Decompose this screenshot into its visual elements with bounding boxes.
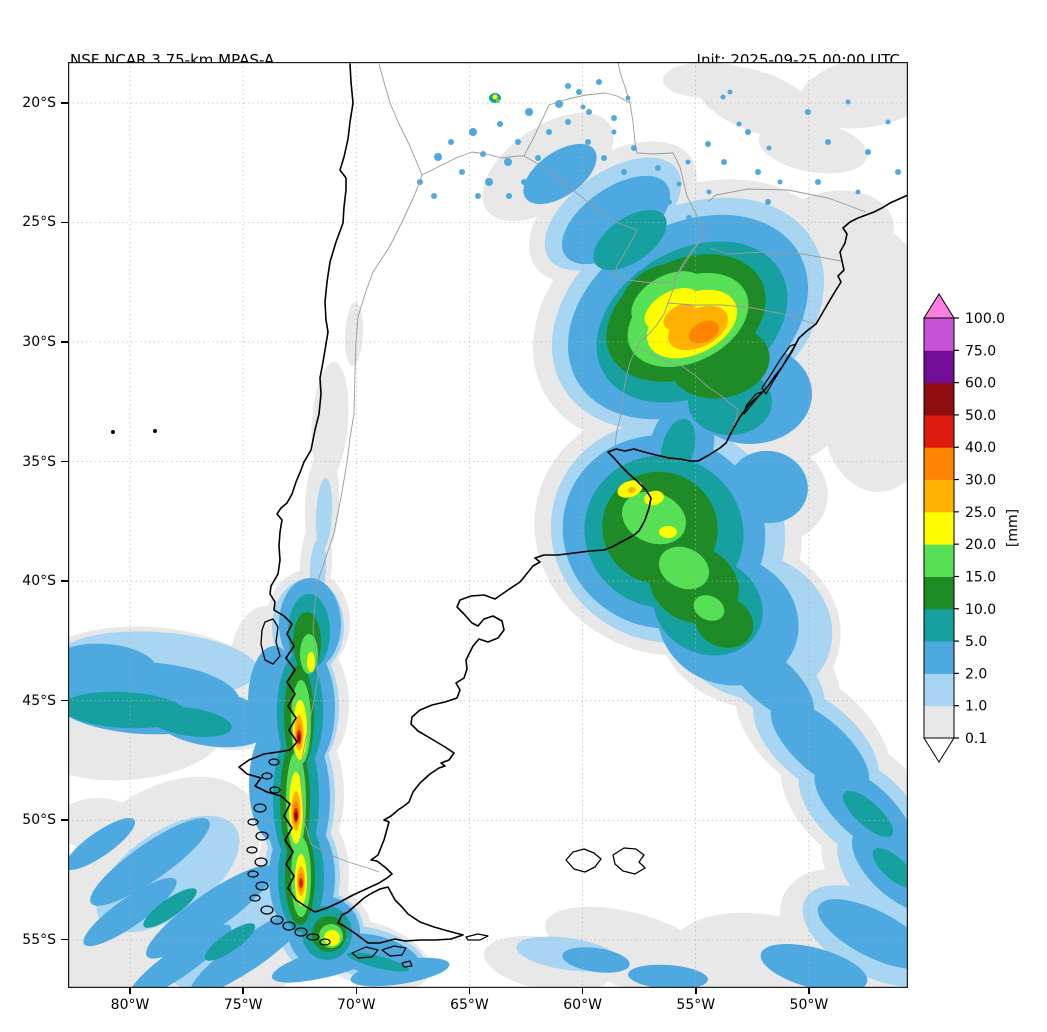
- x-tick-label: 75°W: [223, 997, 263, 1013]
- coastline-lagoa-dos-patos: [761, 343, 797, 395]
- y-tick-label: 55°S: [22, 931, 56, 948]
- x-tick-mark: [242, 988, 244, 994]
- colorbar-segment: [924, 318, 954, 351]
- map-frame: [68, 62, 908, 988]
- y-tick-mark: [61, 938, 68, 941]
- colorbar-tick-label: 5.0: [965, 634, 987, 650]
- y-tick-label: 35°S: [22, 453, 56, 470]
- y-tick-mark: [61, 341, 68, 343]
- colorbar-segment: [924, 576, 954, 610]
- colorbar-tick-label: 50.0: [965, 408, 996, 424]
- colorbar-segment: [924, 641, 954, 674]
- coastline-cape-horn: [401, 960, 413, 968]
- coastline-fjord-islets: [246, 758, 331, 946]
- country-borders: [299, 62, 867, 873]
- colorbar-segment: [924, 544, 954, 577]
- x-tick-mark: [581, 988, 584, 994]
- y-tick-mark: [61, 580, 68, 582]
- coastline-isla-estados: [465, 933, 489, 941]
- graticule: [68, 62, 908, 988]
- colorbar-segment: [924, 382, 954, 416]
- coastline-navarino: [381, 945, 407, 957]
- colorbar-tick-label: 100.0: [965, 311, 1005, 327]
- x-tick-mark: [468, 988, 471, 994]
- colorbar-tick-label: 20.0: [965, 537, 996, 553]
- colorbar-tick-label: 30.0: [965, 473, 996, 489]
- colorbar-tick-label: 2.0: [965, 666, 987, 682]
- x-tick-mark: [355, 988, 358, 994]
- colorbar-segment: [924, 479, 954, 513]
- y-tick-label: 20°S: [22, 94, 56, 111]
- x-tick-label: 55°W: [676, 997, 716, 1013]
- y-tick-label: 40°S: [22, 573, 56, 590]
- coastline-falkland-west: [565, 848, 602, 873]
- coastline-juan-fernandez: [111, 429, 157, 434]
- x-tick-label: 70°W: [336, 997, 376, 1013]
- y-tick-label: 30°S: [22, 333, 56, 350]
- x-tick-mark: [808, 988, 810, 994]
- colorbar-segment: [924, 511, 954, 545]
- colorbar-segment: [924, 350, 954, 384]
- colorbar-tick-label: 60.0: [965, 376, 996, 392]
- y-tick-mark: [61, 221, 68, 224]
- y-tick-mark: [61, 819, 68, 821]
- coastline-hoste: [351, 946, 379, 959]
- y-tick-label: 45°S: [22, 692, 56, 709]
- y-tick-label: 25°S: [22, 214, 56, 231]
- colorbar-tick-label: 1.0: [965, 699, 987, 715]
- x-tick-mark: [695, 988, 697, 994]
- colorbar-tick-label: 40.0: [965, 440, 996, 456]
- x-tick-label: 80°W: [110, 997, 150, 1013]
- precip-level-50: [294, 734, 301, 820]
- coastlines: [111, 63, 908, 968]
- y-tick-label: 50°S: [22, 812, 56, 829]
- colorbar-under-arrow: [923, 737, 955, 763]
- x-tick-mark: [129, 988, 131, 994]
- y-tick-mark: [61, 460, 68, 463]
- colorbar-over-arrow: [923, 293, 955, 319]
- colorbar-outline: [923, 317, 955, 739]
- colorbar-tick-label: 0.1: [965, 731, 987, 747]
- map-plot: [68, 62, 908, 988]
- x-tick-label: 50°W: [789, 997, 829, 1013]
- x-tick-label: 65°W: [450, 997, 489, 1013]
- colorbar-tick-label: 25.0: [965, 505, 996, 521]
- colorbar-unit-label: [mm]: [1005, 509, 1021, 547]
- x-tick-label: 60°W: [563, 997, 602, 1013]
- coastline-chiloe: [260, 618, 281, 665]
- colorbar: 0.1 1.0 2.0 5.0 10.0 15.0 20.0 25.0 30.0 40.0 50.0…: [923, 293, 1021, 763]
- y-tick-mark: [61, 102, 68, 104]
- coastline-lagoa-mirim: [743, 391, 763, 415]
- coastline-mainland: [238, 63, 908, 913]
- colorbar-segment: [924, 608, 954, 642]
- colorbar-segment: [924, 414, 954, 448]
- colorbar-tick-label: 10.0: [965, 602, 996, 618]
- y-tick-mark: [61, 699, 68, 702]
- coastline-tierra-del-fuego: [337, 886, 464, 944]
- colorbar-segment: [924, 447, 954, 481]
- coastline-falkland-east: [612, 847, 646, 875]
- colorbar-tick-label: 75.0: [965, 343, 996, 359]
- colorbar-segment: [924, 673, 954, 707]
- colorbar-segment: [924, 705, 954, 739]
- precip-level-25: [291, 303, 728, 896]
- colorbar-tick-label: 15.0: [965, 569, 996, 585]
- precip-field: [68, 62, 908, 988]
